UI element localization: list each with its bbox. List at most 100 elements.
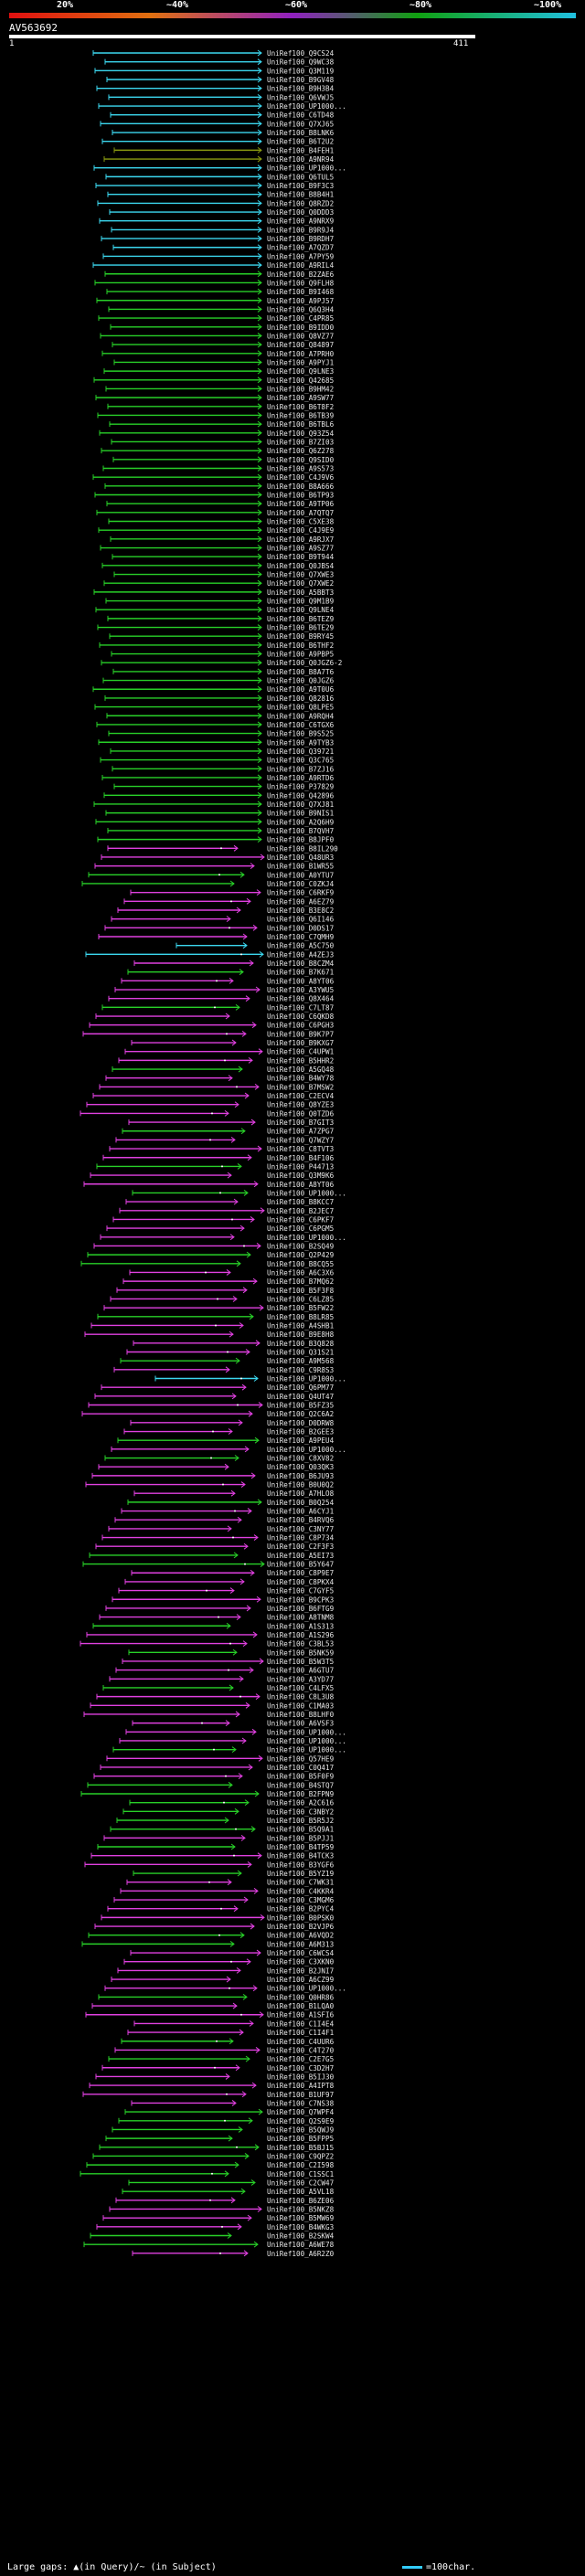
hit-label[interactable]: UniRef100_C8TVT3 [267,1145,334,1153]
hit-label[interactable]: UniRef100_B9GV48 [267,76,335,84]
hit-label[interactable]: UniRef100_Q3M9K6 [267,1171,335,1180]
hit-label[interactable]: UniRef100_P44713 [267,1162,334,1171]
hit-label[interactable]: UniRef100_C6PGH3 [267,1022,334,1030]
hit-label[interactable]: UniRef100_B9R9J4 [267,226,335,234]
hit-label[interactable]: UniRef100_A9TP06 [267,500,335,508]
hit-label[interactable]: UniRef100_A6R2Z0 [267,2250,335,2258]
hit-label[interactable]: UniRef100_B9S525 [267,730,334,738]
hit-label[interactable]: UniRef100_Q6Q3H4 [267,305,335,313]
hit-label[interactable]: UniRef100_B9HM42 [267,385,334,393]
hit-label[interactable]: UniRef100_UP1000... [267,164,346,173]
hit-label[interactable]: UniRef100_B7MSW2 [267,1083,334,1091]
hit-label[interactable]: UniRef100_B5Q9A1 [267,1826,335,1834]
hit-label[interactable]: UniRef100_B9RY45 [267,632,334,641]
hit-label[interactable]: UniRef100_Q2C6A2 [267,1410,334,1418]
hit-label[interactable]: UniRef100_Q6PM77 [267,1383,334,1392]
hit-label[interactable]: UniRef100_B6FTG9 [267,1605,335,1613]
hit-label[interactable]: UniRef100_B7K671 [267,969,335,977]
hit-label[interactable]: UniRef100_UP1000... [267,102,346,111]
hit-label[interactable]: UniRef100_B3YGF6 [267,1860,335,1869]
hit-label[interactable]: UniRef100_A8YT06 [267,977,335,985]
hit-label[interactable]: UniRef100_A9PEU4 [267,1436,335,1445]
hit-label[interactable]: UniRef100_B7GIT3 [267,1118,334,1127]
hit-label[interactable]: UniRef100_B6TEZ9 [267,615,335,623]
hit-label[interactable]: UniRef100_B7ZI03 [267,438,334,446]
hit-label[interactable]: UniRef100_A1SFI6 [267,2011,335,2019]
hit-label[interactable]: UniRef100_B4F106 [267,1154,335,1162]
hit-label[interactable]: UniRef100_Q39721 [267,747,335,756]
hit-label[interactable]: UniRef100_A9NRX9 [267,217,335,226]
hit-label[interactable]: UniRef100_Q3M119 [267,67,335,75]
hit-label[interactable]: UniRef100_B5NKZ8 [267,2205,335,2213]
hit-label[interactable]: UniRef100_B4TCK3 [267,1852,334,1860]
hit-label[interactable]: UniRef100_Q6Z278 [267,447,335,455]
hit-label[interactable]: UniRef100_A9T0U6 [267,685,335,694]
hit-label[interactable]: UniRef100_B5QWJ9 [267,2125,335,2134]
hit-label[interactable]: UniRef100_B9CPK3 [267,1595,334,1604]
hit-label[interactable]: UniRef100_B5FZ35 [267,1402,334,1410]
hit-label[interactable]: UniRef100_Q7WZY7 [267,1136,334,1144]
hit-label[interactable]: UniRef100_B9T944 [267,553,335,561]
hit-label[interactable]: UniRef100_UP1000... [267,1985,346,1993]
hit-label[interactable]: UniRef100_C0ZKJ4 [267,880,335,888]
hit-label[interactable]: UniRef100_B8CQ55 [267,1260,334,1268]
hit-label[interactable]: UniRef100_B6TP93 [267,492,334,500]
hit-label[interactable]: UniRef100_A9TYB3 [267,738,334,747]
hit-label[interactable]: UniRef100_A5BBT3 [267,588,334,597]
hit-label[interactable]: UniRef100_Q9CS24 [267,49,335,58]
hit-label[interactable]: UniRef100_B1UF97 [267,2091,334,2099]
hit-label[interactable]: UniRef100_C1SSC1 [267,2170,335,2178]
hit-label[interactable]: UniRef100_C7QMH9 [267,933,335,941]
hit-label[interactable]: UniRef100_A9M568 [267,1357,335,1365]
hit-label[interactable]: UniRef100_B4TP59 [267,1843,335,1851]
hit-label[interactable]: UniRef100_B5FW22 [267,1304,334,1312]
hit-label[interactable]: UniRef100_C2CW47 [267,2178,334,2187]
hit-label[interactable]: UniRef100_B8KCC7 [267,1198,334,1206]
hit-label[interactable]: UniRef100_C7LT87 [267,1003,334,1012]
hit-label[interactable]: UniRef100_B4WY78 [267,1075,335,1083]
hit-label[interactable]: UniRef100_A9SZ77 [267,545,334,553]
hit-label[interactable]: UniRef100_B4RVQ6 [267,1516,335,1524]
hit-label[interactable]: UniRef100_B8CZM4 [267,959,335,968]
hit-label[interactable]: UniRef100_B5F3F8 [267,1287,335,1295]
hit-label[interactable]: UniRef100_Q03QK3 [267,1463,334,1471]
hit-label[interactable]: UniRef100_C9QPZ2 [267,2152,334,2160]
hit-label[interactable]: UniRef100_Q7XJ81 [267,800,335,809]
hit-label[interactable]: UniRef100_Q0TZD6 [267,1109,335,1118]
hit-label[interactable]: UniRef100_A6CYJ1 [267,1508,335,1516]
hit-label[interactable]: UniRef100_B6TE29 [267,624,335,632]
hit-label[interactable]: UniRef100_B8A7T6 [267,668,335,676]
hit-label[interactable]: UniRef100_A6M313 [267,1940,334,1948]
hit-label[interactable]: UniRef100_D0DRW8 [267,1419,335,1427]
hit-label[interactable]: UniRef100_C1I4F1 [267,2029,335,2037]
hit-label[interactable]: UniRef100_B2JNI7 [267,1966,334,1975]
hit-label[interactable]: UniRef100_A0YTU7 [267,871,334,879]
hit-label[interactable]: UniRef100_B2ZAE6 [267,270,335,279]
hit-label[interactable]: UniRef100_B2FPN9 [267,1790,335,1798]
hit-label[interactable]: UniRef100_A4IPT8 [267,2082,335,2090]
hit-label[interactable]: UniRef100_A3YD77 [267,1675,334,1683]
hit-label[interactable]: UniRef100_B6T8F2 [267,403,334,411]
hit-label[interactable]: UniRef100_C4UPW1 [267,1048,335,1056]
hit-label[interactable]: UniRef100_Q42896 [267,791,335,800]
hit-label[interactable]: UniRef100_D0DS17 [267,924,334,932]
hit-label[interactable]: UniRef100_Q0DDD3 [267,208,334,217]
hit-label[interactable]: UniRef100_B9NIS1 [267,810,335,818]
hit-label[interactable]: UniRef100_C8L3U8 [267,1693,335,1701]
hit-label[interactable]: UniRef100_C3NBY2 [267,1807,334,1816]
hit-label[interactable]: UniRef100_UP1000... [267,1234,346,1242]
hit-label[interactable]: UniRef100_A6VSF3 [267,1720,334,1728]
hit-label[interactable]: UniRef100_B9E8H8 [267,1330,335,1339]
hit-label[interactable]: UniRef100_A4SHB1 [267,1321,335,1330]
hit-label[interactable]: UniRef100_A5C750 [267,942,335,950]
hit-label[interactable]: UniRef100_B9H3B4 [267,85,335,93]
hit-label[interactable]: UniRef100_B8LNK6 [267,129,335,137]
hit-label[interactable]: UniRef100_B6TBL6 [267,420,335,429]
hit-label[interactable]: UniRef100_Q8YZE3 [267,1101,334,1109]
hit-label[interactable]: UniRef100_B5R5J2 [267,1817,334,1825]
hit-label[interactable]: UniRef100_C8XV82 [267,1455,334,1463]
hit-label[interactable]: UniRef100_UP1000... [267,1746,346,1754]
hit-label[interactable]: UniRef100_C7NS38 [267,2099,335,2107]
hit-label[interactable]: UniRef100_C2I598 [267,2161,335,2169]
hit-label[interactable]: UniRef100_A6VQD2 [267,1932,334,1940]
